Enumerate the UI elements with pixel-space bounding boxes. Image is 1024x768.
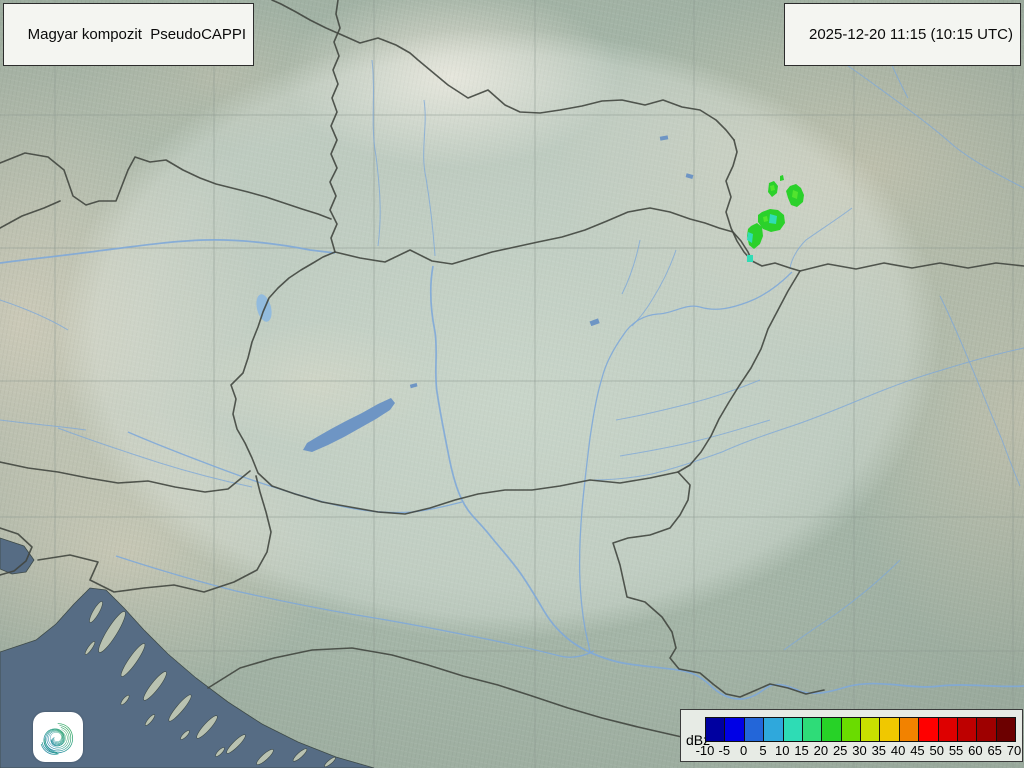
legend-tick-label: 50 <box>929 743 944 758</box>
border-at-sk <box>329 0 341 253</box>
rivers <box>0 39 1024 700</box>
legend-tick-label: 65 <box>987 743 1002 758</box>
radar-echoes <box>747 175 804 262</box>
radar-echo <box>792 190 798 199</box>
legend-color-cell <box>706 718 726 741</box>
legend-color-cell <box>880 718 900 741</box>
legend-tick-label: 0 <box>740 743 748 758</box>
lakes <box>256 135 694 452</box>
radar-echo <box>769 214 777 224</box>
border-de-at <box>0 200 61 229</box>
legend-tick-label: 15 <box>794 743 809 758</box>
legend-tick-label: 35 <box>871 743 887 758</box>
legend-color-cell <box>783 718 803 741</box>
legend-tick-label: 25 <box>832 743 848 758</box>
lake-tisza <box>589 318 600 327</box>
legend-tick-label: 10 <box>775 743 790 758</box>
legend-color-cell <box>802 718 823 741</box>
product-label-box: Magyar kompozit PseudoCAPPI <box>3 3 255 66</box>
sea <box>0 537 375 768</box>
border-hungary <box>230 207 801 515</box>
agency-logo <box>33 712 83 762</box>
legend-color-cell <box>841 718 861 741</box>
hungaromet-spiral-logo-icon <box>40 723 74 755</box>
legend-tick-label: 5 <box>759 743 767 758</box>
border-ua-ro <box>799 262 1024 272</box>
radar-echo <box>780 175 784 181</box>
legend-tick-label: 70 <box>1006 743 1022 758</box>
legend-color-cell <box>764 718 784 741</box>
legend-tick-label: 55 <box>948 743 964 758</box>
legend-color-cell <box>977 718 997 741</box>
border-pl-sk <box>271 0 735 141</box>
adriatic-sea <box>0 587 375 768</box>
legend-tick-label: -5 <box>718 743 731 758</box>
legend-ticks: -10 -5 0 5 10 15 20 25 30 35 40 45 50 55 60 65 70 <box>696 741 1022 759</box>
legend-tick-label: 30 <box>852 743 867 758</box>
legend-color-cell <box>996 718 1015 741</box>
border-at-si <box>0 461 251 493</box>
timestamp-label: 2025-12-20 11:15 (10:15 UTC) <box>808 26 1013 43</box>
radar-echo <box>747 255 753 262</box>
radar-echo <box>770 185 775 191</box>
border-cz-at <box>0 152 332 220</box>
radar-echo <box>747 223 763 249</box>
legend-panel: dBz -10 -5 0 5 10 15 20 25 30 35 40 45 50 55 60 65 70 <box>680 709 1023 762</box>
timestamp-box: 2025-12-20 11:15 (10:15 UTC) <box>784 3 1021 66</box>
radar-echo <box>763 216 768 222</box>
gulf-of-trieste <box>0 537 35 575</box>
legend-color-bar <box>705 717 1016 742</box>
border-it-si <box>0 527 33 576</box>
border-rs-ro <box>612 471 825 698</box>
legend-color-cell <box>861 718 881 741</box>
legend-color-cell <box>744 718 765 741</box>
legend-tick-label: 60 <box>968 743 983 758</box>
legend-color-cell <box>899 718 920 741</box>
legend-tick-label: 45 <box>910 743 925 758</box>
legend-tick-label: 40 <box>890 743 906 758</box>
legend-tick-label: -10 <box>695 743 715 758</box>
legend-unit-label: dBz <box>686 732 711 748</box>
border-sk-ua <box>725 139 753 262</box>
legend-color-cell <box>822 718 842 741</box>
border-si-hr <box>37 475 272 593</box>
legend-color-cell <box>725 718 745 741</box>
radar-echo <box>747 232 753 243</box>
legend-tick-label: 20 <box>813 743 829 758</box>
legend-color-cell <box>938 718 958 741</box>
legend-color-cell <box>919 718 939 741</box>
lake-balaton <box>303 398 395 452</box>
islands <box>84 601 336 768</box>
legend-color-cell <box>957 718 978 741</box>
product-label: Magyar kompozit PseudoCAPPI <box>27 26 247 43</box>
